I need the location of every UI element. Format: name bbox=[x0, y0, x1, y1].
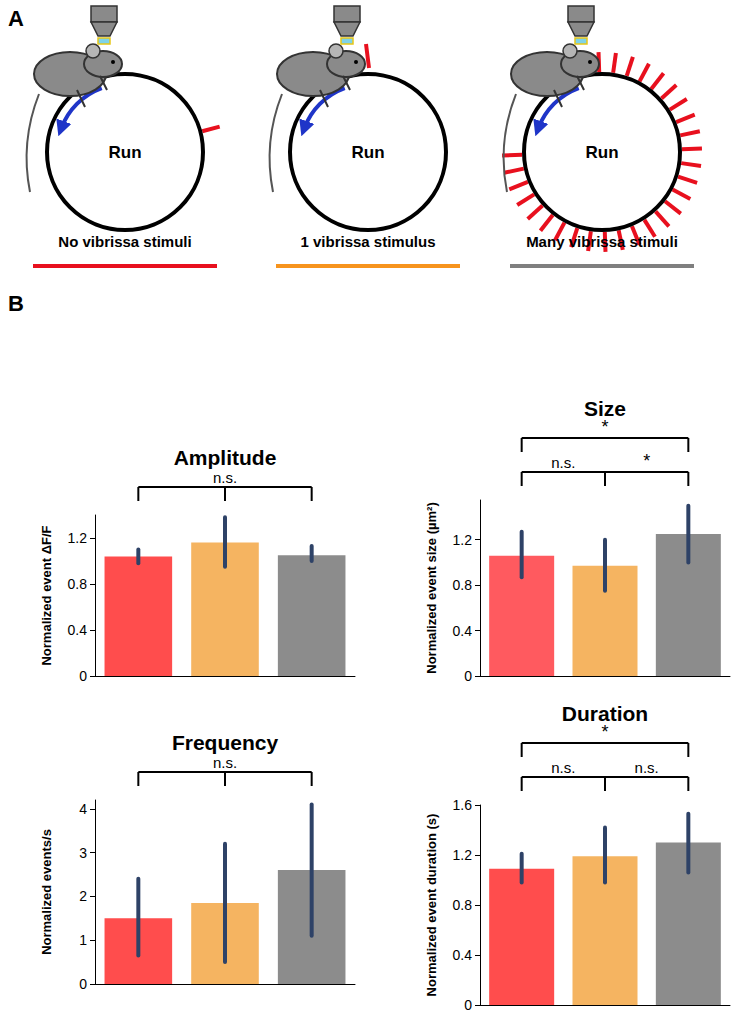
svg-text:1.6: 1.6 bbox=[453, 797, 473, 813]
svg-text:No vibrissa stimuli: No vibrissa stimuli bbox=[58, 233, 191, 250]
svg-text:Normalized event size (µm²): Normalized event size (µm²) bbox=[424, 502, 439, 673]
svg-text:3: 3 bbox=[79, 845, 87, 861]
svg-text:A: A bbox=[8, 6, 24, 31]
svg-text:n.s.: n.s. bbox=[635, 759, 659, 776]
svg-text:1.2: 1.2 bbox=[453, 847, 473, 863]
svg-text:n.s.: n.s. bbox=[551, 759, 575, 776]
svg-text:1: 1 bbox=[79, 932, 87, 948]
svg-text:Run: Run bbox=[108, 143, 141, 162]
svg-text:Frequency: Frequency bbox=[172, 731, 279, 754]
svg-text:Amplitude: Amplitude bbox=[174, 446, 277, 469]
svg-text:0: 0 bbox=[79, 668, 87, 684]
svg-text:Size: Size bbox=[584, 397, 626, 420]
svg-text:0.4: 0.4 bbox=[453, 623, 473, 639]
svg-text:0: 0 bbox=[79, 976, 87, 992]
svg-text:1 vibrissa stimulus: 1 vibrissa stimulus bbox=[300, 233, 435, 250]
svg-text:0.8: 0.8 bbox=[453, 577, 473, 593]
svg-text:n.s.: n.s. bbox=[213, 754, 237, 771]
svg-text:Duration: Duration bbox=[562, 702, 648, 725]
svg-text:0: 0 bbox=[464, 997, 472, 1013]
svg-text:4: 4 bbox=[79, 801, 87, 817]
svg-text:1.2: 1.2 bbox=[68, 530, 88, 546]
svg-text:0.8: 0.8 bbox=[68, 576, 88, 592]
svg-text:Normalized event ΔF/F: Normalized event ΔF/F bbox=[39, 525, 54, 665]
svg-text:2: 2 bbox=[79, 888, 87, 904]
svg-text:0: 0 bbox=[464, 668, 472, 684]
svg-text:*: * bbox=[601, 722, 608, 742]
svg-text:Run: Run bbox=[585, 143, 618, 162]
svg-text:n.s.: n.s. bbox=[213, 469, 237, 486]
svg-text:*: * bbox=[601, 417, 608, 437]
svg-text:Many vibrissa stimuli: Many vibrissa stimuli bbox=[526, 233, 678, 250]
svg-text:0.4: 0.4 bbox=[453, 947, 473, 963]
svg-text:n.s.: n.s. bbox=[551, 454, 575, 471]
svg-text:B: B bbox=[8, 291, 24, 316]
svg-text:1.2: 1.2 bbox=[453, 532, 473, 548]
svg-text:*: * bbox=[643, 451, 650, 471]
svg-text:Normalized events/s: Normalized events/s bbox=[39, 829, 54, 955]
svg-text:Run: Run bbox=[351, 143, 384, 162]
svg-text:Normalized event duration (s): Normalized event duration (s) bbox=[424, 814, 439, 997]
svg-text:0.4: 0.4 bbox=[68, 622, 88, 638]
svg-text:0.8: 0.8 bbox=[453, 897, 473, 913]
